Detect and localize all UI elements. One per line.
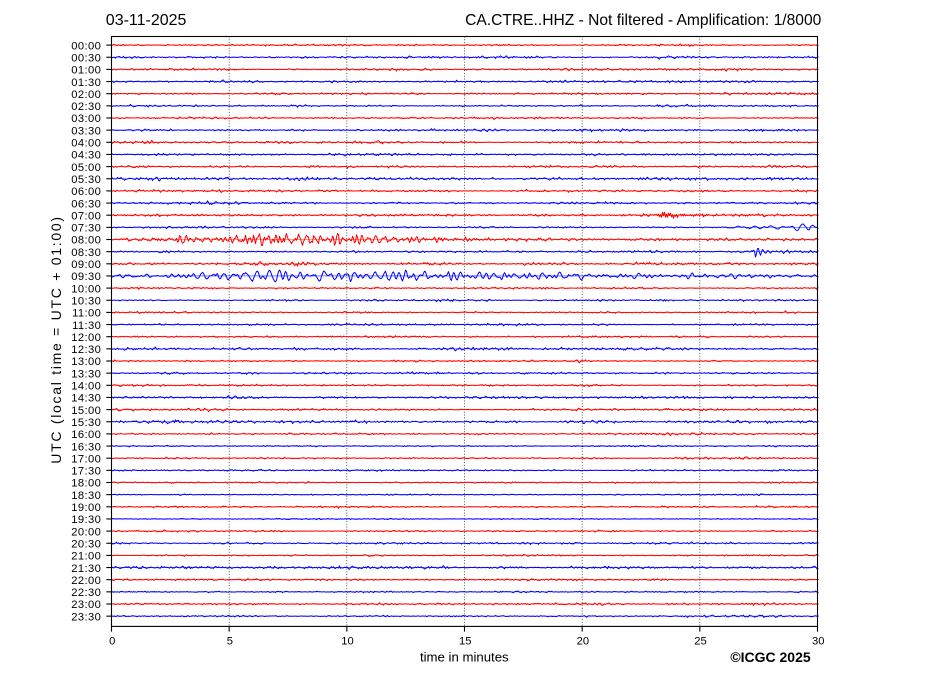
svg-text:05:00: 05:00 [71, 162, 101, 174]
svg-text:0: 0 [109, 636, 115, 648]
svg-text:18:30: 18:30 [71, 490, 101, 502]
svg-text:15:30: 15:30 [71, 417, 101, 429]
svg-text:20: 20 [577, 636, 589, 648]
svg-text:13:30: 13:30 [71, 368, 101, 380]
svg-text:02:30: 02:30 [71, 101, 101, 113]
svg-text:08:30: 08:30 [71, 247, 101, 259]
svg-text:16:00: 16:00 [71, 429, 101, 441]
svg-text:20:30: 20:30 [71, 538, 101, 550]
svg-text:30: 30 [812, 636, 824, 648]
svg-text:13:00: 13:00 [71, 356, 101, 368]
svg-text:00:00: 00:00 [71, 40, 101, 52]
svg-text:©ICGC 2025: ©ICGC 2025 [730, 649, 811, 665]
svg-text:12:30: 12:30 [71, 344, 101, 356]
svg-text:10:30: 10:30 [71, 295, 101, 307]
svg-text:09:00: 09:00 [71, 259, 101, 271]
svg-text:10:00: 10:00 [71, 283, 101, 295]
svg-text:16:30: 16:30 [71, 441, 101, 453]
svg-text:03-11-2025: 03-11-2025 [106, 12, 187, 29]
svg-text:12:00: 12:00 [71, 332, 101, 344]
svg-text:UTC (local time = UTC + 01:00): UTC (local time = UTC + 01:00) [48, 215, 64, 463]
svg-text:01:00: 01:00 [71, 65, 101, 77]
svg-text:19:00: 19:00 [71, 502, 101, 514]
svg-text:07:00: 07:00 [71, 210, 101, 222]
svg-text:25: 25 [694, 636, 706, 648]
svg-text:21:30: 21:30 [71, 563, 101, 575]
svg-text:02:00: 02:00 [71, 89, 101, 101]
svg-text:06:00: 06:00 [71, 186, 101, 198]
svg-text:17:00: 17:00 [71, 453, 101, 465]
svg-text:14:30: 14:30 [71, 393, 101, 405]
svg-text:22:30: 22:30 [71, 587, 101, 599]
svg-text:17:30: 17:30 [71, 466, 101, 478]
svg-text:18:00: 18:00 [71, 478, 101, 490]
svg-text:14:00: 14:00 [71, 381, 101, 393]
svg-text:11:30: 11:30 [72, 320, 101, 332]
svg-text:23:00: 23:00 [71, 599, 101, 611]
svg-text:19:30: 19:30 [71, 514, 101, 526]
svg-text:05:30: 05:30 [71, 174, 101, 186]
svg-text:01:30: 01:30 [71, 77, 101, 89]
svg-text:09:30: 09:30 [71, 271, 101, 283]
svg-text:15:00: 15:00 [71, 405, 101, 417]
svg-text:11:00: 11:00 [72, 308, 101, 320]
svg-text:15: 15 [459, 636, 471, 648]
svg-text:03:00: 03:00 [71, 113, 101, 125]
svg-text:5: 5 [227, 636, 233, 648]
svg-text:07:30: 07:30 [71, 223, 101, 235]
svg-text:04:30: 04:30 [71, 150, 101, 162]
svg-text:06:30: 06:30 [71, 198, 101, 210]
svg-text:23:30: 23:30 [71, 611, 101, 623]
svg-text:10: 10 [341, 636, 353, 648]
svg-text:20:00: 20:00 [71, 526, 101, 538]
svg-text:21:00: 21:00 [71, 551, 101, 563]
svg-text:22:00: 22:00 [71, 575, 101, 587]
svg-text:04:00: 04:00 [71, 138, 101, 150]
svg-text:03:30: 03:30 [71, 125, 101, 137]
svg-text:00:30: 00:30 [71, 52, 101, 64]
svg-text:CA.CTRE..HHZ - Not filtered -: CA.CTRE..HHZ - Not filtered - Amplificat… [465, 12, 822, 29]
svg-text:time in minutes: time in minutes [420, 649, 509, 664]
svg-text:08:00: 08:00 [71, 235, 101, 247]
